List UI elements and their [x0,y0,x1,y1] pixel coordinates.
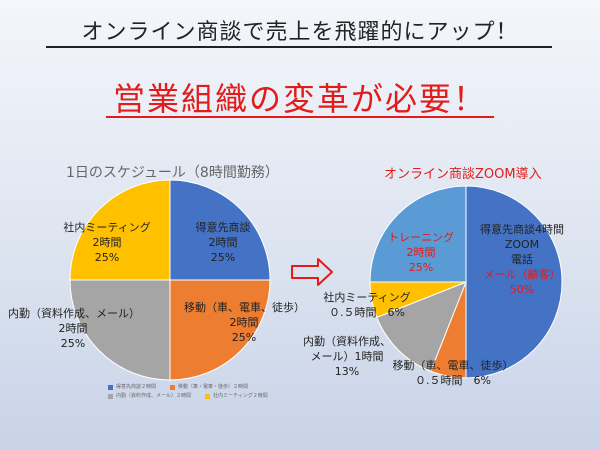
label-line: 25% [231,331,257,344]
label-line: 25% [408,261,434,274]
label-line: 社内ミーティング [63,221,151,234]
legend-swatch [170,385,176,390]
legend-label: 社内ミーティング２時間 [213,393,268,399]
label-line: メール）1時間 [310,350,384,363]
legend-item: 社内ミーティング２時間 [205,392,268,401]
label-line: 2時間 [229,316,259,329]
left-label-meeting: 社内ミーティング 2時間 25% [52,220,162,265]
legend-swatch [108,394,113,399]
label-line: 2時間 [406,246,436,259]
label-line: 2時間 [208,236,238,249]
legend-item: 得意先商談２時間 [108,383,156,392]
slide-title: オンライン商談で売上を飛躍的にアップ！ [81,20,519,45]
legend-label: 得意先商談２時間 [116,384,157,390]
slide-subtitle: 営業組織の変革が必要！ [112,80,487,118]
label-line: 25% [210,251,236,264]
label-line: 50% [509,283,535,296]
label-line: 内勤（資料作成、メール） [8,307,140,320]
right-label-travel: 移動（車、電車、徒歩） ０.５時間 6% [392,358,514,388]
right-pie [369,185,563,379]
label-line: ０.５時間 6% [329,306,405,319]
pie-slice [376,281,467,372]
left-label-client: 得意先商談 2時間 25% [168,220,278,265]
label-line: 得意先商談4時間 [480,223,564,236]
legend-label: 内勤（資料作成、メール）２時間 [116,393,192,399]
pie-slice [169,279,271,381]
label-line: ZOOM [504,238,540,251]
label-line: 2時間 [58,322,88,335]
left-label-office: 内勤（資料作成、メール） 2時間 25% [8,306,140,351]
label-line: 得意先商談 [195,221,251,234]
pie-slice [69,279,171,381]
legend-swatch [205,394,211,399]
left-pie [69,179,271,381]
left-chart-title: 1日のスケジュール（8時間勤務） [66,165,279,181]
label-line: メール（顧客） [483,268,561,281]
right-label-meeting: 社内ミーティング ０.５時間 6% [312,290,422,320]
legend-label: 移動（車・電車・徒歩）２時間 [178,384,249,390]
title-underline [46,46,552,48]
pie-slice [369,185,467,283]
pie-slice [169,179,271,281]
label-line: 移動（車、電車、徒歩） [184,301,305,314]
pie-slice [465,185,563,379]
label-line: 社内ミーティング [323,291,411,304]
label-line: トレーニング [388,231,454,244]
left-chart-legend: 得意先商談２時間 移動（車・電車・徒歩）２時間 内勤（資料作成、メール）２時間 … [108,383,308,401]
left-label-travel: 移動（車、電車、徒歩） 2時間 25% [184,300,305,345]
pie-slice [69,179,171,281]
label-line: 電話 [511,253,533,266]
label-line: 13% [334,365,360,378]
subtitle-underline [106,116,494,118]
right-chart-title: オンライン商談ZOOM導入 [384,167,542,182]
right-arrow-icon [291,258,333,286]
right-label-client: 得意先商談4時間 ZOOM 電話 メール（顧客） 50% [462,222,582,297]
legend-swatch [108,385,113,390]
label-line: 25% [60,337,86,350]
legend-item: 内勤（資料作成、メール）２時間 [108,392,191,401]
label-line: ０.５時間 6% [415,374,491,387]
legend-item: 移動（車・電車・徒歩）２時間 [170,383,248,392]
label-line: 2時間 [92,236,122,249]
label-line: 25% [94,251,120,264]
right-label-training: トレーニング 2時間 25% [378,230,464,275]
right-label-office: 内勤（資料作成、 メール）1時間 13% [292,334,402,379]
label-line: 移動（車、電車、徒歩） [392,359,514,372]
label-line: 内勤（資料作成、 [303,335,391,348]
